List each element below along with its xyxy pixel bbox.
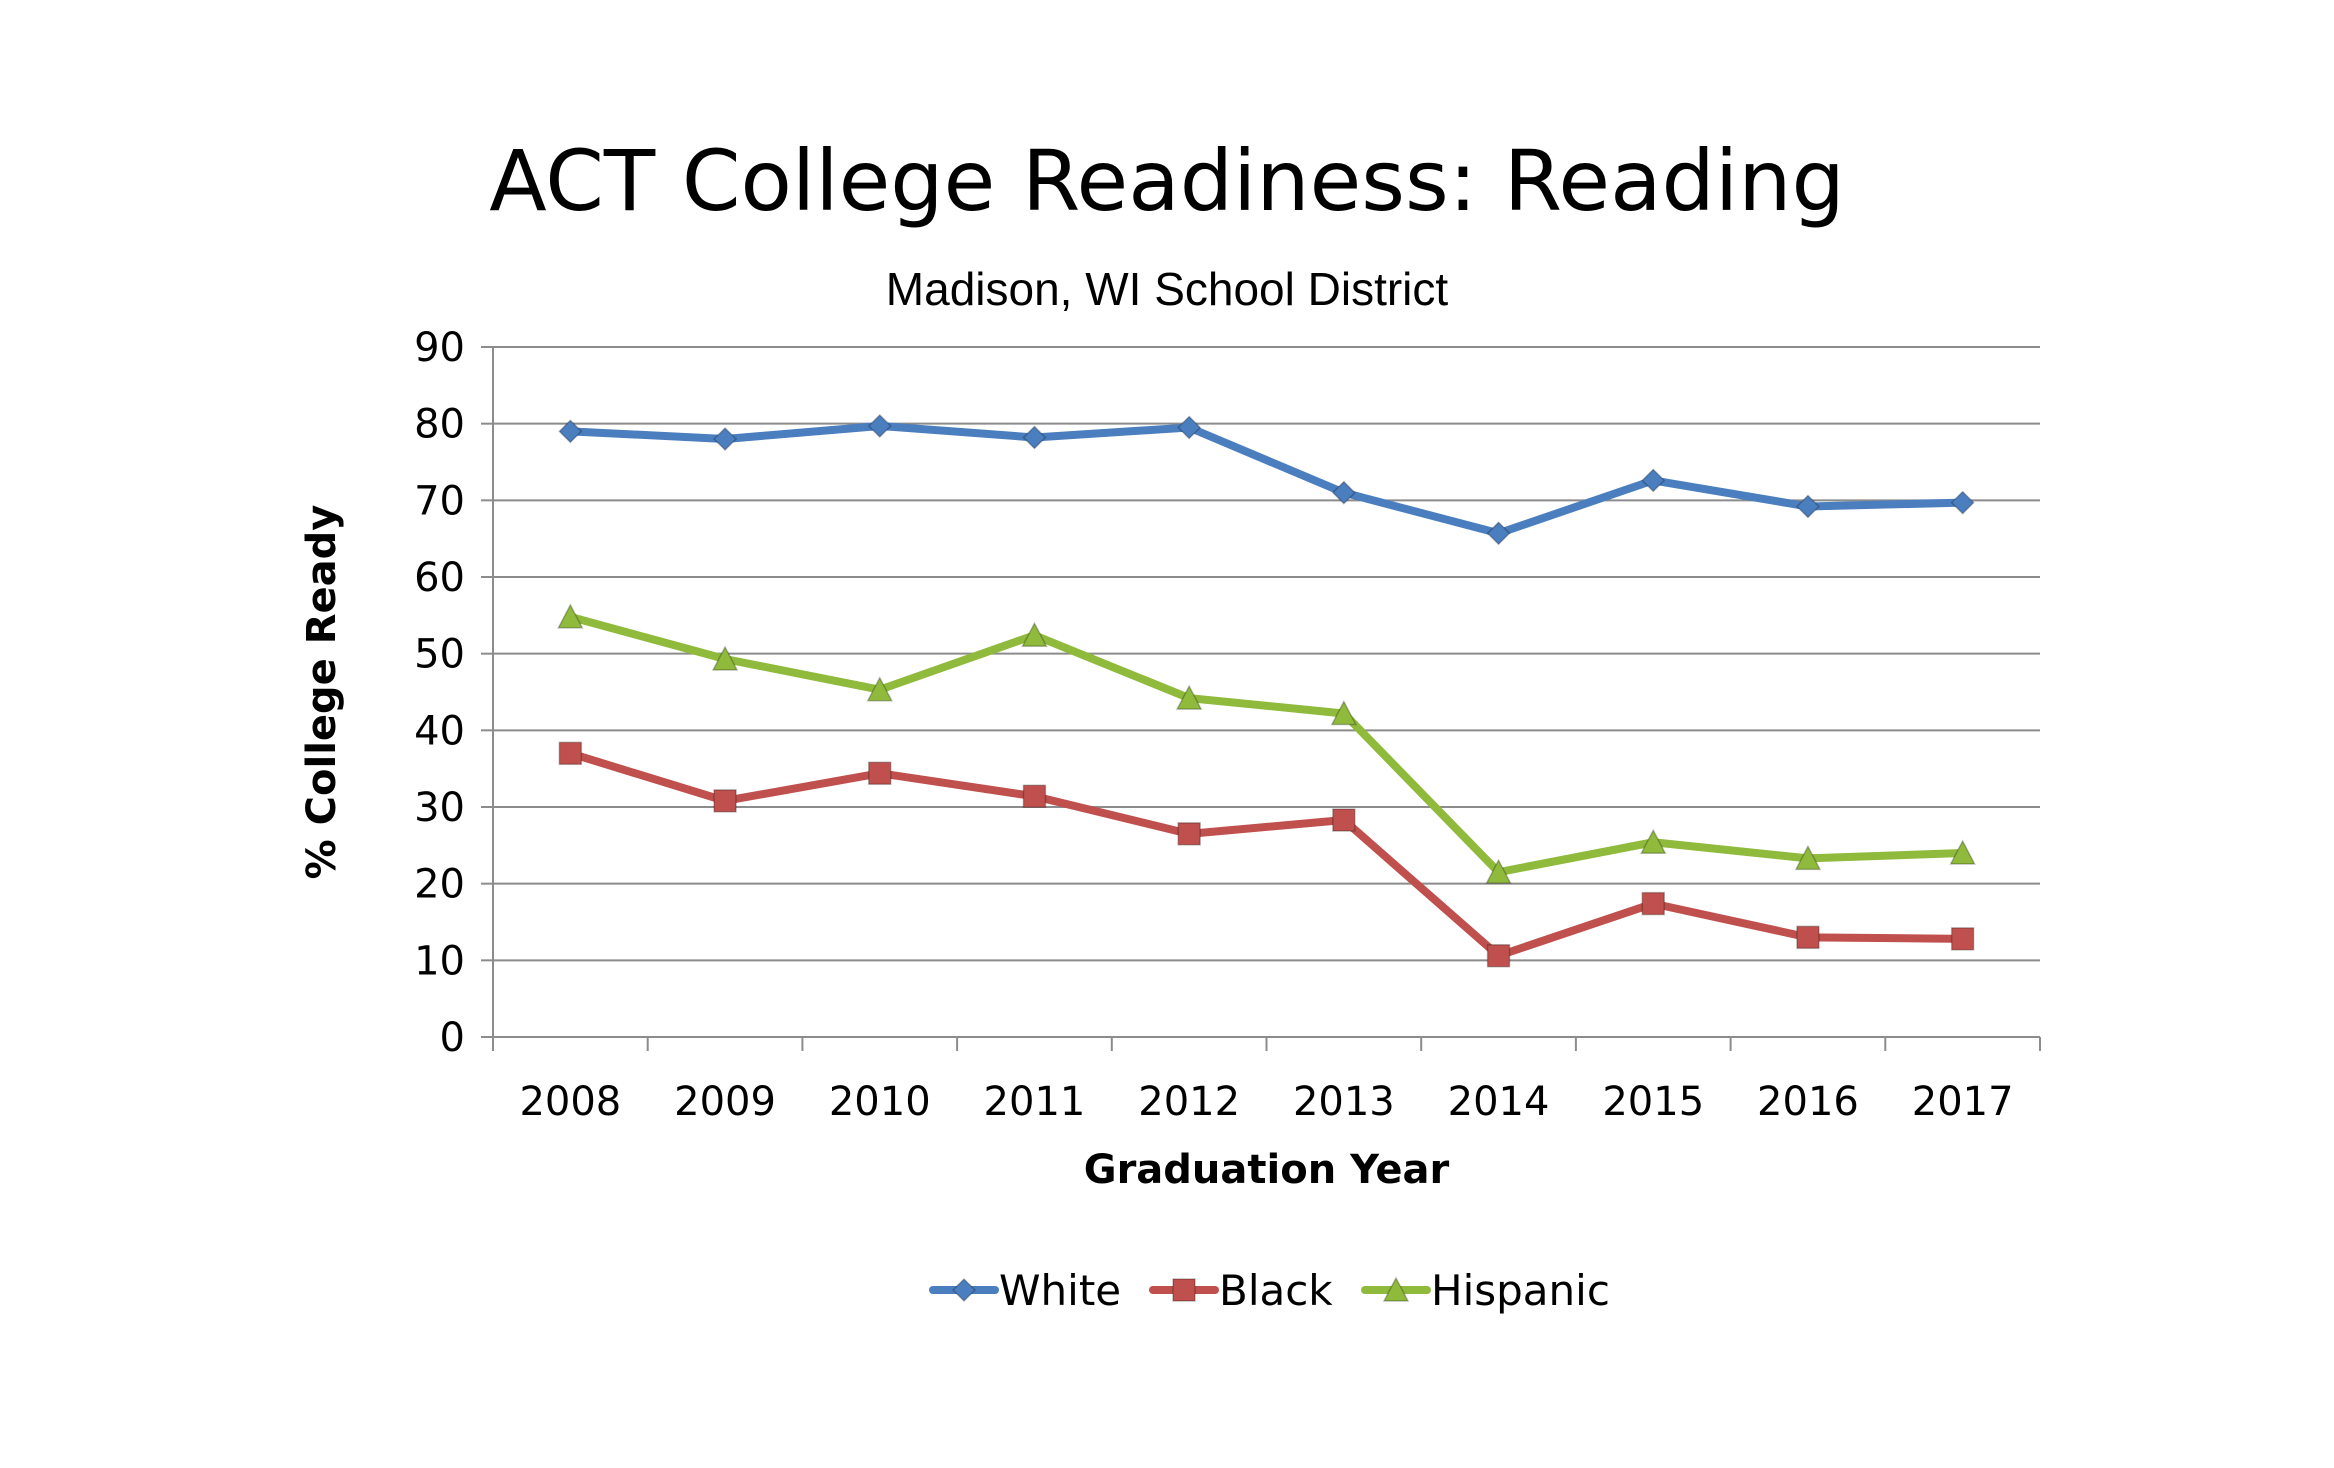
x-tick-label: 2013 bbox=[1293, 1079, 1395, 1125]
data-point-hispanic bbox=[1485, 858, 1512, 884]
data-point-white bbox=[1177, 415, 1202, 440]
data-point-white bbox=[1641, 468, 1666, 493]
data-point-hispanic bbox=[1794, 844, 1822, 871]
chart-title: ACT College Readiness: Reading bbox=[489, 132, 1845, 230]
data-point-black bbox=[1950, 927, 1975, 951]
y-tick-label: 90 bbox=[414, 325, 465, 371]
data-point-white bbox=[867, 413, 892, 439]
data-point-black bbox=[1177, 822, 1201, 846]
data-point-hispanic bbox=[711, 645, 739, 671]
x-tick-label: 2016 bbox=[1757, 1079, 1859, 1125]
data-point-hispanic bbox=[557, 603, 584, 629]
legend-marker-black bbox=[1172, 1278, 1196, 1302]
data-point-hispanic bbox=[1640, 828, 1667, 855]
legend: White Black Hispanic bbox=[929, 1266, 1610, 1315]
x-tick-label: 2009 bbox=[674, 1079, 776, 1125]
data-point-black bbox=[713, 789, 737, 813]
y-tick-label: 40 bbox=[414, 708, 465, 754]
x-tick-label: 2012 bbox=[1138, 1079, 1240, 1125]
data-point-black bbox=[1022, 784, 1047, 809]
series-line-hispanic bbox=[566, 612, 1967, 877]
data-point-hispanic bbox=[866, 676, 893, 702]
data-point-white bbox=[712, 426, 738, 452]
series-white bbox=[558, 413, 1975, 546]
x-tick-label: 2008 bbox=[519, 1079, 621, 1125]
y-tick-label: 70 bbox=[414, 478, 465, 524]
y-tick-label: 20 bbox=[414, 862, 465, 908]
x-axis-title: Graduation Year bbox=[1084, 1147, 1450, 1193]
y-axis-title: % College Ready bbox=[299, 505, 345, 880]
axes bbox=[481, 346, 2041, 1051]
data-point-white bbox=[558, 419, 583, 444]
y-tick-label: 30 bbox=[414, 785, 465, 831]
data-point-hispanic bbox=[1021, 621, 1048, 648]
x-tick-label: 2014 bbox=[1448, 1079, 1550, 1125]
data-point-white bbox=[1331, 480, 1356, 505]
data-point-black bbox=[1796, 925, 1820, 950]
legend-item-hispanic: Hispanic bbox=[1361, 1266, 1610, 1315]
legend-item-white: White bbox=[929, 1266, 1121, 1315]
data-point-hispanic bbox=[1330, 699, 1358, 726]
x-tick-label: 2017 bbox=[1912, 1079, 2014, 1125]
data-point-white bbox=[1795, 494, 1821, 519]
legend-marker-white bbox=[951, 1277, 977, 1303]
y-tick-label: 50 bbox=[414, 632, 465, 678]
data-point-black bbox=[1332, 808, 1356, 832]
series-line-white bbox=[566, 421, 1967, 538]
data-point-white bbox=[1022, 425, 1047, 450]
y-tick-label: 60 bbox=[414, 555, 465, 601]
x-tick-label: 2015 bbox=[1602, 1079, 1704, 1125]
chart-subtitle: Madison, WI School District bbox=[885, 263, 1449, 315]
x-tick-label: 2010 bbox=[829, 1079, 931, 1125]
legend-label-hispanic: Hispanic bbox=[1431, 1266, 1610, 1315]
series-group bbox=[557, 413, 1976, 968]
data-point-black bbox=[1486, 943, 1511, 968]
y-tick-label: 10 bbox=[414, 938, 465, 984]
legend-item-black: Black bbox=[1149, 1266, 1333, 1315]
tick-labels: 0 10 20 30 40 50 60 70 80 90 2008 2009 2010 2011 2012 2… bbox=[414, 325, 2013, 1125]
legend-label-black: Black bbox=[1219, 1266, 1333, 1315]
series-line-black bbox=[566, 749, 1967, 960]
series-hispanic bbox=[557, 603, 1976, 884]
legend-label-white: White bbox=[999, 1266, 1121, 1315]
data-point-black bbox=[558, 741, 583, 766]
y-tick-label: 80 bbox=[414, 402, 465, 448]
data-point-white bbox=[1950, 490, 1975, 515]
data-point-hispanic bbox=[1175, 684, 1203, 710]
data-point-black bbox=[1641, 891, 1665, 916]
y-tick-label: 0 bbox=[440, 1015, 465, 1061]
data-point-hispanic bbox=[1949, 839, 1976, 865]
data-point-white bbox=[1486, 521, 1511, 546]
series-black bbox=[558, 741, 1975, 968]
legend-marker-hispanic bbox=[1382, 1276, 1410, 1302]
data-point-black bbox=[868, 761, 892, 786]
x-tick-label: 2011 bbox=[984, 1079, 1086, 1125]
